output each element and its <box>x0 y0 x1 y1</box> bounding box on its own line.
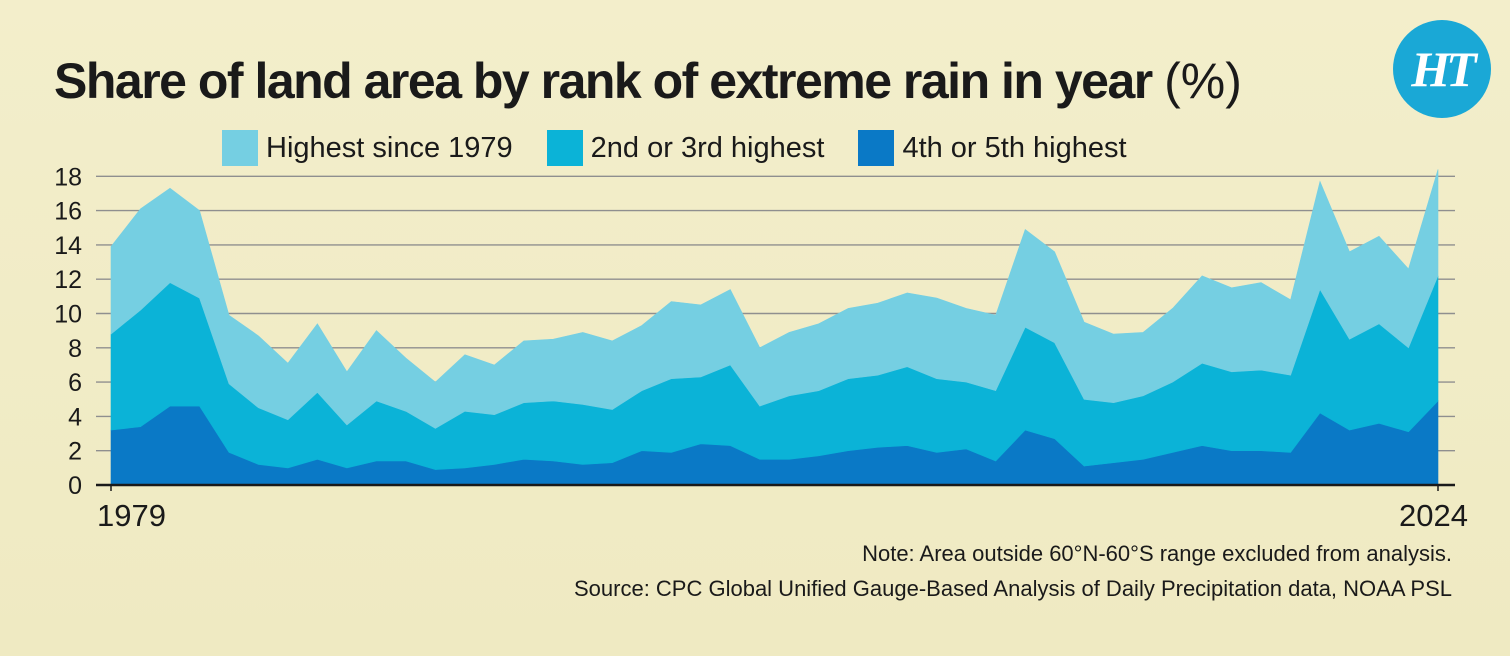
y-tick-label-16: 16 <box>54 198 82 226</box>
y-tick-label-18: 18 <box>54 163 82 191</box>
legend-item-highest: Highest since 1979 <box>222 130 513 166</box>
y-tick-label-0: 0 <box>68 472 82 500</box>
y-tick-label-10: 10 <box>54 301 82 329</box>
chart-title-text: Share of land area by rank of extreme ra… <box>54 53 1153 109</box>
x-tick-label-2024: 2024 <box>1399 498 1468 533</box>
y-tick-label-12: 12 <box>54 266 82 294</box>
area-series-highest-since-1979 <box>110 169 1439 429</box>
x-tick-label-1979: 1979 <box>97 498 166 533</box>
chart-title-unit: (%) <box>1164 53 1242 109</box>
chart-title: Share of land area by rank of extreme ra… <box>54 52 1242 110</box>
legend-item-2nd-3rd: 2nd or 3rd highest <box>546 130 825 166</box>
legend-swatch-highest <box>222 130 258 166</box>
y-tick-label-6: 6 <box>68 369 82 397</box>
legend-swatch-2nd-3rd <box>546 130 583 166</box>
legend-label-2nd-3rd: 2nd or 3rd highest <box>590 131 825 164</box>
legend-item-4th-5th: 4th or 5th highest <box>858 130 1127 166</box>
ht-logo-text: HT <box>1411 41 1476 97</box>
ht-logo: HT <box>1393 20 1491 118</box>
y-tick-label-2: 2 <box>68 438 82 466</box>
chart-note: Note: Area outside 60°N-60°S range exclu… <box>862 541 1452 566</box>
legend-swatch-4th-5th <box>858 130 895 166</box>
y-tick-label-14: 14 <box>54 232 82 260</box>
legend-label-highest: Highest since 1979 <box>266 131 513 164</box>
chart-source: Source: CPC Global Unified Gauge-Based A… <box>573 576 1452 601</box>
y-tick-label-8: 8 <box>68 335 82 363</box>
chart-legend: Highest since 1979 2nd or 3rd highest 4t… <box>222 129 1161 167</box>
y-tick-label-4: 4 <box>68 403 82 431</box>
legend-label-4th-5th: 4th or 5th highest <box>902 131 1127 164</box>
